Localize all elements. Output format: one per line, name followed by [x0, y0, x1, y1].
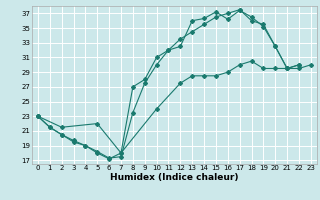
X-axis label: Humidex (Indice chaleur): Humidex (Indice chaleur) — [110, 173, 239, 182]
